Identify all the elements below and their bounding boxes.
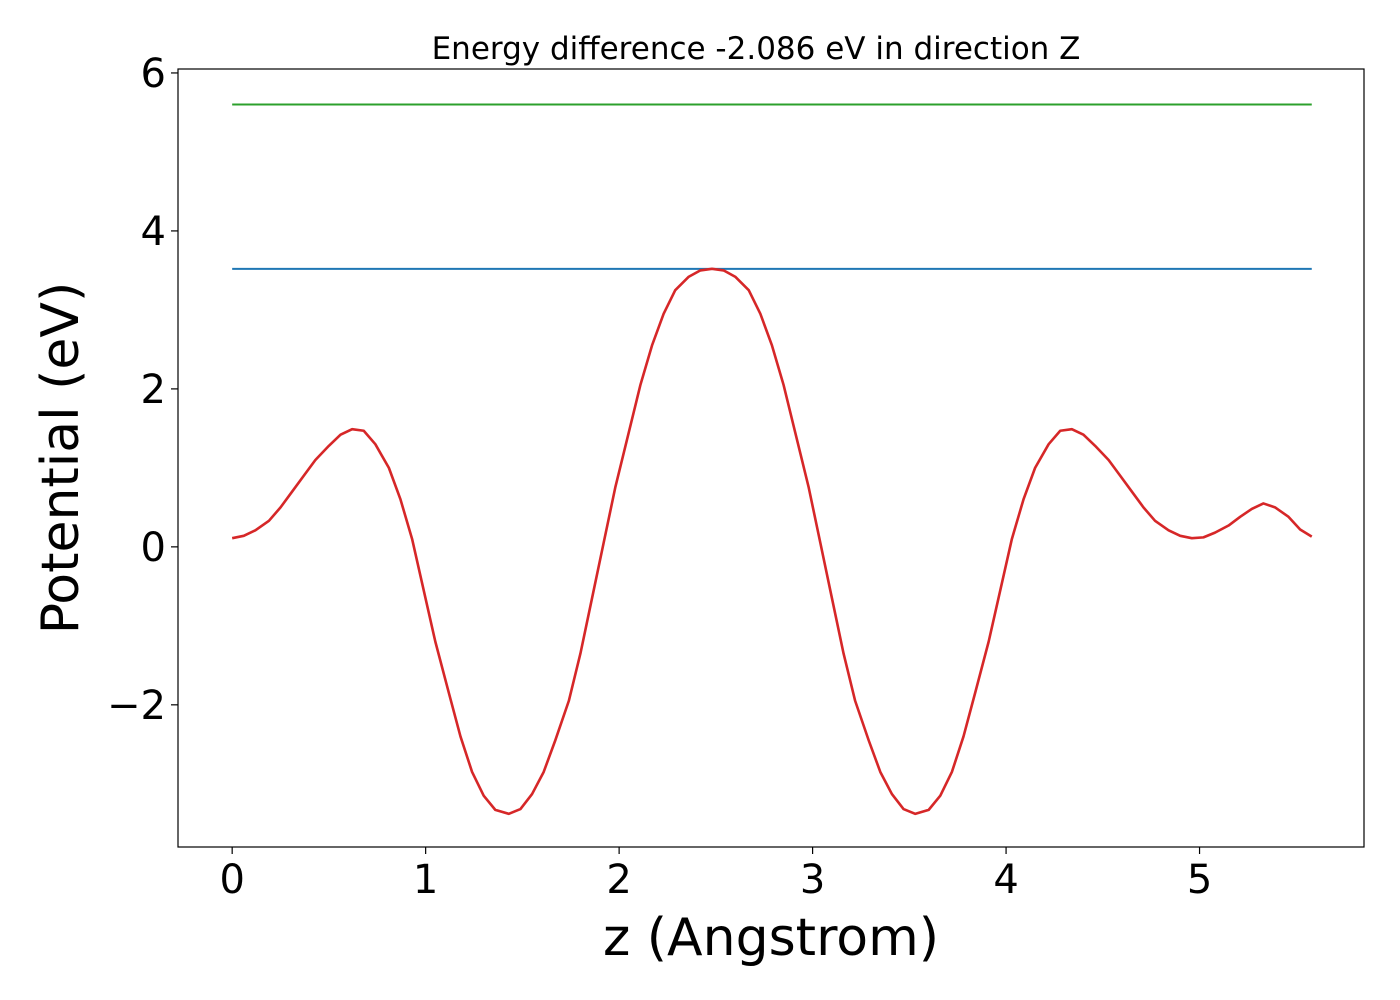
series-line-2 [231, 267, 1313, 816]
x-tick-label: 2 [606, 857, 631, 903]
x-tick-label: 4 [993, 857, 1018, 903]
chart-title: Energy difference -2.086 eV in direction… [432, 31, 1081, 67]
x-axis-title: z (Angstrom) [603, 908, 939, 968]
y-tick-label: 2 [141, 367, 166, 413]
x-tick-label: 3 [800, 857, 825, 903]
y-tick-label: −2 [107, 683, 166, 729]
x-tick-label: 1 [413, 857, 438, 903]
series-layer [231, 103, 1313, 816]
x-tick-label: 0 [219, 857, 244, 903]
y-tick-label: 6 [141, 51, 166, 97]
y-axis-title: Potential (eV) [31, 282, 91, 634]
x-tick-label: 5 [1187, 857, 1212, 903]
y-tick-label: 0 [141, 525, 166, 571]
y-axis: −2 0 2 4 6 [107, 51, 178, 729]
plot-frame [177, 68, 1365, 848]
x-axis: 0 1 2 3 4 5 [219, 847, 1212, 903]
y-tick-label: 4 [141, 209, 166, 255]
